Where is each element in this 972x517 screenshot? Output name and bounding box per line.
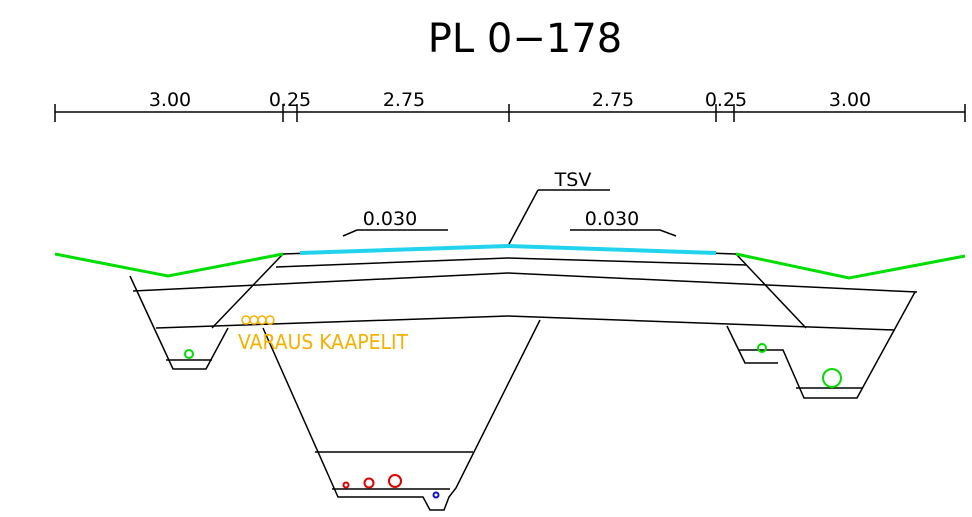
pavement-top-surface [299, 243, 717, 255]
dimension-label-5: 0.25 [705, 89, 747, 111]
tsv-label: TSV [554, 169, 592, 191]
drawing-title: PL 0−178 [428, 16, 622, 62]
slope-label-right: 0.030 [585, 208, 639, 230]
cable-reservation-symbols [241, 315, 275, 325]
right-drain-pipe-large [822, 368, 842, 388]
pipe-red-medium [363, 477, 375, 489]
tsv-leader [507, 189, 610, 247]
dimension-line [54, 104, 966, 122]
dimension-label-3: 2.75 [383, 89, 425, 111]
slope-marker-left [342, 229, 448, 237]
pipe-blue [432, 491, 440, 499]
dimension-label-1: 3.00 [149, 89, 191, 111]
dimension-labels: 3.00 0.25 2.75 2.75 0.25 3.00 [149, 89, 871, 111]
dimension-label-2: 0.25 [269, 89, 311, 111]
dimension-label-4: 2.75 [592, 89, 634, 111]
slope-marker-right [570, 229, 677, 237]
central-trench [262, 319, 541, 511]
left-ditch [129, 275, 229, 370]
pipe-red-large [388, 474, 402, 488]
slope-label-left: 0.030 [363, 208, 417, 230]
pipe-red-small [342, 481, 350, 489]
cable-reservation-label: VARAUS KAAPELIT [238, 330, 409, 354]
slope-surfaces [54, 252, 966, 280]
right-drain-pipe-small [757, 343, 767, 353]
left-drain-pipe [184, 349, 194, 359]
dimension-label-6: 3.00 [829, 89, 871, 111]
right-ditch [726, 291, 916, 399]
trench-pipes [342, 474, 440, 499]
